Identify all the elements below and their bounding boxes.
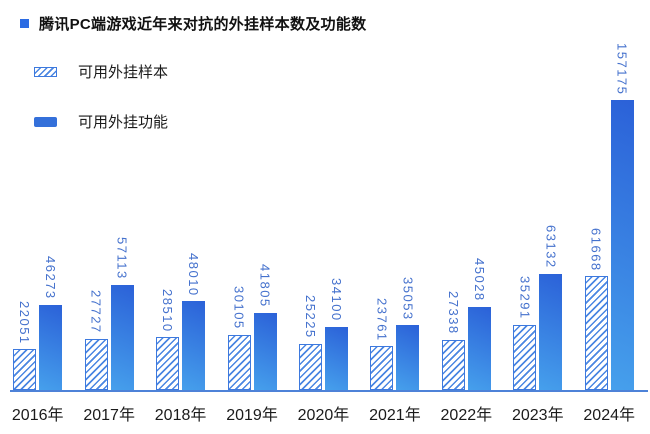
function-bar-column: 45028 — [467, 40, 491, 390]
sample-bar — [513, 324, 537, 390]
value-label: 35053 — [400, 276, 416, 321]
value-label: 25225 — [302, 294, 318, 339]
function-bar — [110, 284, 134, 390]
value-label: 22051 — [17, 300, 33, 345]
value-label: 63132 — [543, 224, 559, 269]
function-bar-column: 57113 — [110, 40, 134, 390]
legend-item-samples: 可用外挂样本 — [34, 61, 168, 82]
x-axis-label: 2020年 — [297, 407, 350, 424]
bar-group: 27338 45028 — [431, 40, 502, 390]
function-bar-column: 63132 — [539, 40, 563, 390]
value-label: 30105 — [231, 285, 247, 330]
hatched-swatch-icon — [34, 66, 57, 77]
x-axis-label: 2021年 — [369, 407, 421, 424]
value-label: 41805 — [257, 264, 273, 308]
solid-swatch-icon — [34, 116, 57, 127]
x-axis-label: 2023年 — [511, 407, 564, 424]
value-label: 61668 — [588, 227, 604, 272]
sample-bar — [370, 346, 394, 390]
sample-bar — [84, 338, 108, 390]
sample-bar — [584, 276, 608, 390]
bar-group: 23761 35053 — [359, 40, 430, 390]
sample-bar — [441, 339, 465, 390]
x-axis-label: 2019年 — [226, 407, 278, 424]
bar-group: 61668 157175 — [574, 40, 645, 390]
x-axis-line — [10, 390, 648, 392]
legend-item-functions: 可用外挂功能 — [34, 111, 168, 132]
value-label: 23761 — [374, 297, 390, 342]
sample-bar — [227, 334, 251, 390]
function-bar-column: 46273 — [39, 40, 63, 390]
sample-bar-column: 27338 — [441, 40, 465, 390]
sample-bar — [156, 337, 180, 390]
function-bar — [396, 325, 420, 390]
legend: 可用外挂样本 可用外挂功能 — [34, 61, 168, 132]
value-label: 45028 — [471, 258, 487, 302]
x-axis-label: 2016年 — [11, 407, 64, 424]
bar-group: 35291 63132 — [502, 40, 573, 390]
value-label: 34100 — [328, 278, 344, 323]
function-bar — [539, 273, 563, 390]
value-label: 28510 — [160, 288, 176, 333]
function-bar — [324, 327, 348, 390]
chart-title-row: 腾讯PC端游戏近年来对抗的外挂样本数及功能数 — [20, 13, 366, 34]
function-bar — [610, 100, 634, 390]
x-axis-label: 2017年 — [83, 407, 135, 424]
sample-bar-column: 27727 — [84, 40, 108, 390]
title-bullet-icon — [20, 19, 29, 28]
sample-bar — [13, 349, 37, 390]
function-bar-column: 34100 — [324, 40, 348, 390]
function-bar-column: 48010 — [182, 40, 206, 390]
sample-bar-column: 61668 — [584, 40, 608, 390]
function-bar — [39, 304, 63, 390]
sample-bar-column: 30105 — [227, 40, 251, 390]
bar-group: 30105 41805 — [216, 40, 287, 390]
bar-group: 28510 48010 — [145, 40, 216, 390]
legend-label-functions: 可用外挂功能 — [78, 114, 169, 131]
x-axis-label: 2018年 — [154, 407, 207, 424]
legend-label-samples: 可用外挂样本 — [78, 64, 169, 81]
value-label: 27727 — [88, 290, 104, 334]
function-bar-column: 157175 — [610, 40, 634, 390]
x-axis-label: 2024年 — [583, 407, 636, 424]
function-bar — [253, 312, 277, 390]
x-axis-label: 2022年 — [440, 407, 493, 424]
sample-bar-column: 35291 — [513, 40, 537, 390]
value-label: 46273 — [43, 255, 59, 300]
value-label: 57113 — [114, 236, 130, 280]
function-bar-column: 41805 — [253, 40, 277, 390]
sample-bar — [298, 343, 322, 390]
chart-title: 腾讯PC端游戏近年来对抗的外挂样本数及功能数 — [39, 16, 367, 33]
value-label: 35291 — [517, 276, 533, 320]
bar-group: 22051 46273 — [2, 40, 73, 390]
sample-bar-column: 25225 — [298, 40, 322, 390]
x-axis-labels: 2016年 2017年 2018年 2019年 2020年 2021年 2022年 2023年… — [2, 401, 645, 425]
bar-group: 25225 34100 — [288, 40, 359, 390]
sample-bar-column: 28510 — [156, 40, 180, 390]
value-label: 48010 — [186, 252, 202, 297]
bar-group: 27727 57113 — [73, 40, 144, 390]
sample-bar-column: 23761 — [370, 40, 394, 390]
bar-chart: 22051 46273 27727 57113 28510 48010 30105 41805… — [2, 40, 645, 390]
function-bar — [182, 301, 206, 390]
value-label: 27338 — [445, 290, 461, 335]
function-bar — [467, 306, 491, 390]
function-bar-column: 35053 — [396, 40, 420, 390]
sample-bar-column: 22051 — [13, 40, 37, 390]
value-label: 157175 — [614, 42, 630, 95]
